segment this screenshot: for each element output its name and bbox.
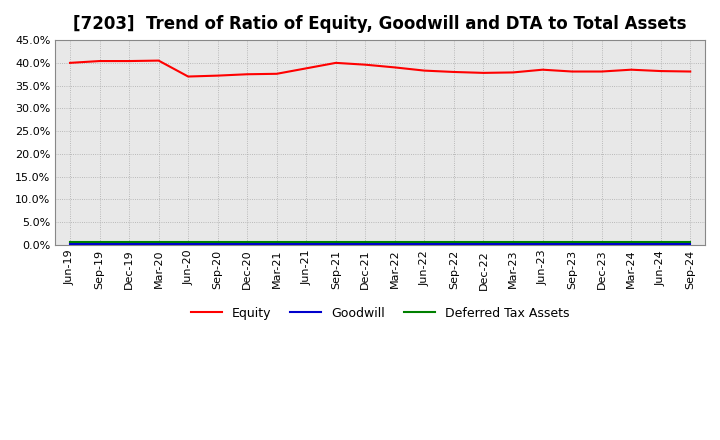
- Equity: [184, 74, 192, 79]
- Deferred Tax Assets: [154, 240, 163, 245]
- Legend: Equity, Goodwill, Deferred Tax Assets: Equity, Goodwill, Deferred Tax Assets: [186, 302, 575, 325]
- Goodwill: [243, 241, 251, 246]
- Equity: [302, 66, 310, 71]
- Goodwill: [509, 241, 518, 246]
- Goodwill: [125, 241, 133, 246]
- Equity: [686, 69, 695, 74]
- Deferred Tax Assets: [184, 240, 192, 245]
- Equity: [568, 69, 577, 74]
- Equity: [509, 70, 518, 75]
- Deferred Tax Assets: [420, 240, 428, 245]
- Deferred Tax Assets: [302, 240, 310, 245]
- Deferred Tax Assets: [213, 240, 222, 245]
- Deferred Tax Assets: [390, 240, 399, 245]
- Goodwill: [480, 241, 488, 246]
- Deferred Tax Assets: [598, 240, 606, 245]
- Equity: [243, 72, 251, 77]
- Deferred Tax Assets: [627, 240, 636, 245]
- Equity: [657, 69, 665, 74]
- Deferred Tax Assets: [480, 240, 488, 245]
- Equity: [420, 68, 428, 73]
- Goodwill: [449, 241, 458, 246]
- Goodwill: [390, 241, 399, 246]
- Equity: [390, 65, 399, 70]
- Equity: [539, 67, 547, 72]
- Equity: [331, 60, 340, 66]
- Deferred Tax Assets: [66, 240, 74, 245]
- Goodwill: [272, 241, 281, 246]
- Goodwill: [331, 241, 340, 246]
- Equity: [125, 59, 133, 64]
- Goodwill: [539, 241, 547, 246]
- Equity: [627, 67, 636, 72]
- Deferred Tax Assets: [243, 240, 251, 245]
- Deferred Tax Assets: [657, 240, 665, 245]
- Equity: [95, 59, 104, 64]
- Equity: [213, 73, 222, 78]
- Goodwill: [627, 241, 636, 246]
- Goodwill: [66, 241, 74, 246]
- Goodwill: [213, 241, 222, 246]
- Deferred Tax Assets: [361, 240, 369, 245]
- Deferred Tax Assets: [272, 240, 281, 245]
- Line: Equity: Equity: [70, 61, 690, 77]
- Goodwill: [686, 241, 695, 246]
- Deferred Tax Assets: [331, 240, 340, 245]
- Goodwill: [568, 241, 577, 246]
- Deferred Tax Assets: [686, 240, 695, 245]
- Equity: [272, 71, 281, 77]
- Deferred Tax Assets: [568, 240, 577, 245]
- Goodwill: [154, 241, 163, 246]
- Goodwill: [184, 241, 192, 246]
- Goodwill: [95, 241, 104, 246]
- Goodwill: [361, 241, 369, 246]
- Equity: [598, 69, 606, 74]
- Goodwill: [420, 241, 428, 246]
- Equity: [361, 62, 369, 67]
- Equity: [449, 70, 458, 75]
- Goodwill: [657, 241, 665, 246]
- Deferred Tax Assets: [539, 240, 547, 245]
- Equity: [480, 70, 488, 76]
- Title: [7203]  Trend of Ratio of Equity, Goodwill and DTA to Total Assets: [7203] Trend of Ratio of Equity, Goodwil…: [73, 15, 687, 33]
- Deferred Tax Assets: [95, 240, 104, 245]
- Equity: [66, 60, 74, 66]
- Deferred Tax Assets: [125, 240, 133, 245]
- Equity: [154, 58, 163, 63]
- Goodwill: [598, 241, 606, 246]
- Goodwill: [302, 241, 310, 246]
- Deferred Tax Assets: [449, 240, 458, 245]
- Deferred Tax Assets: [509, 240, 518, 245]
